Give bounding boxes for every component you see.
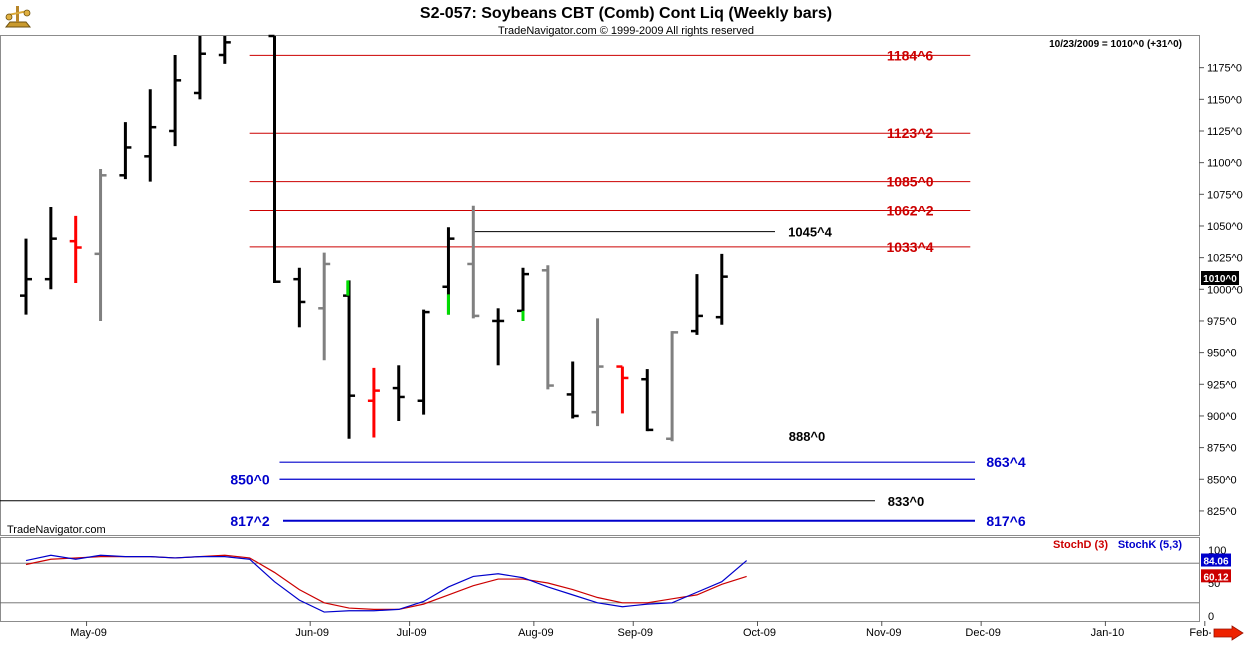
- resistance-label: 1062^2: [886, 202, 933, 218]
- last-price-tag: [1201, 271, 1239, 285]
- support-label: 817^2: [230, 513, 270, 529]
- price-bars: [20, 34, 728, 442]
- price-bar: [144, 89, 157, 182]
- support-label: 850^0: [230, 471, 270, 487]
- price-bar: [169, 54, 182, 147]
- last-price-tag-text: 1010^0: [1203, 274, 1237, 285]
- black-line-label: 1045^4: [788, 225, 833, 240]
- price-bar: [641, 369, 654, 432]
- resistance-label: 1184^6: [887, 47, 934, 63]
- y-tick-label: 825^0: [1207, 506, 1237, 518]
- price-bar: [268, 34, 281, 283]
- price-bar: [616, 365, 629, 414]
- price-bar: [193, 36, 206, 100]
- price-bar: [541, 265, 554, 390]
- scroll-right-arrow-icon[interactable]: [1211, 625, 1245, 641]
- stoch-line: [25, 554, 748, 613]
- y-tick-label: 950^0: [1207, 348, 1237, 360]
- price-bar: [566, 361, 579, 419]
- y-tick-label: 1025^0: [1207, 253, 1243, 265]
- price-bar: [392, 365, 405, 422]
- x-tick-label: Nov-09: [866, 627, 901, 639]
- price-bar: [20, 238, 32, 315]
- stochd-value-text: 60.12: [1203, 572, 1228, 583]
- y-tick-label: 1000^0: [1207, 284, 1243, 296]
- black-line-label: 833^0: [888, 494, 925, 509]
- stochd-legend: StochD (3): [1053, 539, 1108, 551]
- watermark-text: TradeNavigator.com: [7, 524, 106, 536]
- tradenavigator-logo-icon[interactable]: [3, 3, 33, 31]
- level-labels: 1184^6 1123^2 1085^0 1062^2 1033^4 863^4 850^0…: [230, 47, 1026, 528]
- y-tick-label: 1075^0: [1207, 189, 1243, 201]
- price-bar: [293, 267, 306, 328]
- x-tick-label: Dec-09: [965, 627, 1000, 639]
- x-tick-label: Aug-09: [518, 627, 553, 639]
- stoch-plot-frame: [0, 537, 1200, 622]
- chart-title: S2-057: Soybeans CBT (Comb) Cont Liq (We…: [420, 5, 832, 22]
- horizontal-level-lines: [0, 54, 975, 522]
- price-bar: [715, 253, 728, 325]
- x-tick-label: Jul-09: [397, 627, 427, 639]
- price-bar: [591, 318, 604, 427]
- price-bar: [94, 168, 107, 321]
- y-tick-label: 975^0: [1207, 316, 1237, 328]
- support-label: 817^6: [986, 513, 1026, 529]
- y-tick-label: 1175^0: [1207, 63, 1242, 75]
- y-tick-label: 900^0: [1207, 411, 1237, 423]
- price-bar: [218, 36, 231, 64]
- y-tick-label: 925^0: [1207, 379, 1237, 391]
- price-bar: [318, 252, 331, 361]
- y-tick-label: 875^0: [1207, 443, 1237, 455]
- price-plot-frame: [0, 35, 1200, 536]
- x-tick-label: Sep-09: [618, 627, 653, 639]
- y-axis-ticks: 825^0 850^0 875^0 900^0 925^0 950^0 975^0 1000^…: [1199, 63, 1243, 518]
- x-tick-label: May-09: [70, 627, 107, 639]
- stochk-value-tag: [1201, 553, 1231, 567]
- x-tick-label: Oct-09: [743, 627, 776, 639]
- price-bar: [690, 274, 703, 335]
- price-bar: [44, 206, 57, 290]
- price-bar: [119, 122, 132, 180]
- y-tick-label: 1150^0: [1207, 94, 1242, 106]
- price-bar: [417, 309, 430, 415]
- stochd-value-tag: [1201, 569, 1231, 583]
- resistance-label: 1085^0: [886, 174, 933, 190]
- stochk-value-text: 84.06: [1203, 557, 1228, 568]
- price-bar: [666, 331, 679, 442]
- y-tick-label: 850^0: [1207, 474, 1237, 486]
- support-label: 863^4: [986, 454, 1026, 470]
- price-bar: [69, 215, 82, 283]
- stoch-y-tick-label: 0: [1208, 611, 1214, 623]
- x-tick-label: Jan-10: [1091, 627, 1125, 639]
- chart-subtitle: TradeNavigator.com © 1999-2009 All right…: [498, 25, 754, 37]
- resistance-label: 1033^4: [886, 239, 933, 255]
- y-tick-label: 1100^0: [1207, 158, 1242, 170]
- stochk-legend: StochK (5,3): [1118, 539, 1183, 551]
- price-annotation: 888^0: [789, 429, 826, 444]
- price-bar: [367, 367, 380, 438]
- x-axis-ticks: May-09 Jun-09 Jul-09 Aug-09 Sep-09 Oct-09 Nov-…: [70, 621, 1224, 639]
- y-tick-label: 1050^0: [1207, 221, 1243, 233]
- y-tick-label: 1125^0: [1207, 126, 1242, 138]
- last-info-text: 10/23/2009 = 1010^0 (+31^0): [1049, 39, 1182, 50]
- price-bar: [467, 205, 480, 319]
- resistance-label: 1123^2: [887, 125, 934, 141]
- price-bar: [492, 308, 505, 366]
- x-tick-label: Jun-09: [295, 627, 329, 639]
